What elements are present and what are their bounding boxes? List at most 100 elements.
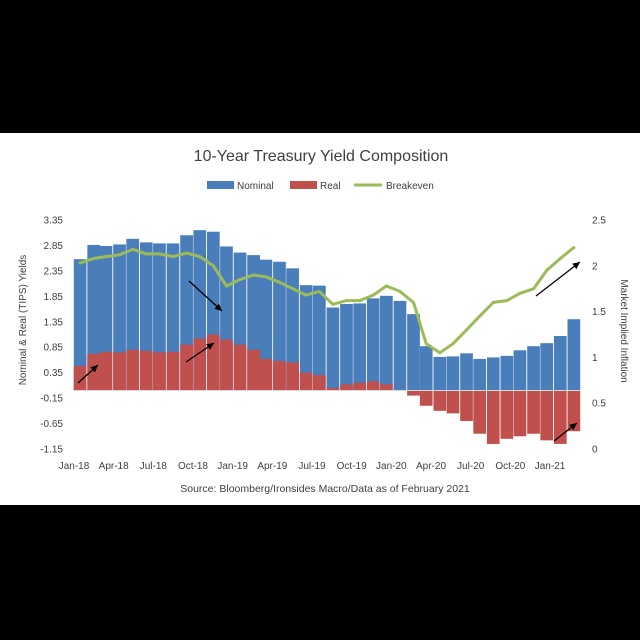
breakeven-line	[79, 246, 575, 355]
nominal-bar	[486, 357, 500, 391]
arrow-head	[572, 262, 580, 270]
breakeven-point	[118, 253, 122, 257]
nominal-bar	[286, 268, 299, 391]
real-bar	[286, 362, 299, 391]
real-bar	[153, 352, 166, 391]
y-tick-label: 3.35	[44, 216, 64, 227]
real-bar	[247, 349, 260, 391]
y-tick-label: -0.15	[40, 394, 63, 405]
breakeven-point	[331, 302, 335, 306]
real-bar	[553, 390, 567, 444]
real-bar	[99, 351, 113, 391]
chart-panel: 10-Year Treasury Yield Composition Nomin…	[0, 133, 640, 505]
nominal-bar	[259, 259, 273, 391]
breakeven-point	[198, 255, 202, 259]
x-tick-label: Jan-19	[217, 461, 248, 472]
chart-title: 10-Year Treasury Yield Composition	[194, 148, 449, 165]
arrow-head	[90, 365, 98, 373]
arrow-icon	[535, 261, 581, 297]
breakeven-point	[238, 278, 242, 282]
real-bar	[312, 375, 326, 391]
x-tick-label: Apr-19	[257, 461, 287, 472]
nominal-bar	[446, 356, 460, 391]
real-bar	[433, 390, 447, 411]
nominal-bar	[299, 285, 313, 391]
y-axis-left: 3.35 2.85 2.35 1.85 1.35 0.85 0.35 -0.15 -0.65 -1…	[40, 216, 63, 456]
x-tick-label: Apr-20	[416, 461, 446, 472]
annotation-arrows	[77, 261, 581, 442]
real-bar	[126, 349, 140, 391]
y-tick-label: 2.35	[44, 266, 64, 277]
nominal-bar	[312, 285, 326, 391]
y-tick-label: -0.65	[40, 419, 63, 430]
nominal-bar	[380, 295, 393, 391]
y2-tick-label: 2	[592, 261, 598, 272]
x-tick-label: Jan-21	[535, 461, 566, 472]
real-bar	[380, 384, 393, 391]
real-bar	[500, 390, 514, 439]
breakeven-point	[264, 275, 268, 279]
breakeven-point	[558, 256, 562, 260]
breakeven-point	[572, 245, 576, 249]
breakeven-point	[398, 289, 402, 293]
legend-label-nominal: Nominal	[237, 181, 274, 192]
real-bar	[113, 352, 126, 391]
breakeven-point	[78, 261, 82, 265]
nominal-bar	[513, 350, 527, 391]
breakeven-point	[424, 342, 428, 346]
y-axis-left-label: Nominal & Real (TIPS) Yields	[18, 255, 29, 386]
nominal-bar	[340, 303, 353, 391]
real-bar	[193, 338, 207, 391]
nominal-bar	[393, 300, 407, 391]
nominal-bar	[527, 346, 540, 391]
breakeven-point	[185, 251, 189, 255]
breakeven-point	[478, 314, 482, 318]
real-bars	[73, 334, 581, 444]
breakeven-point	[518, 291, 522, 295]
real-bar	[419, 390, 433, 406]
nominal-bar	[366, 298, 380, 391]
real-bar	[340, 384, 353, 391]
x-axis: Jan-18 Apr-18 Jul-18 Oct-18 Jan-19 Apr-19 Jul-…	[59, 461, 566, 472]
real-bar	[460, 390, 473, 422]
x-tick-label: Oct-18	[178, 461, 208, 472]
nominal-bar	[407, 314, 420, 391]
real-bar	[139, 350, 153, 391]
y-axis-right-label: Market Implied Inflation	[618, 279, 629, 382]
arrow-shaft	[535, 261, 581, 297]
arrow-head	[206, 343, 214, 350]
breakeven-point	[384, 284, 388, 288]
breakeven-point	[317, 289, 321, 293]
breakeven-points	[78, 245, 576, 355]
breakeven-point	[505, 299, 509, 303]
y2-tick-label: 1	[592, 353, 598, 364]
real-bar	[567, 390, 581, 432]
yield-composition-chart: 10-Year Treasury Yield Composition Nomin…	[18, 148, 629, 495]
nominal-bar	[419, 346, 433, 391]
breakeven-point	[545, 268, 549, 272]
breakeven-point	[532, 287, 536, 291]
y-tick-label: 0.35	[44, 368, 64, 379]
y2-tick-label: 1.5	[592, 307, 606, 318]
real-bar	[407, 390, 420, 396]
legend-swatch-nominal	[207, 181, 234, 189]
real-bar	[73, 366, 87, 391]
real-bar	[366, 381, 380, 391]
real-bar	[166, 351, 180, 391]
arrow-icon	[188, 280, 223, 312]
real-bar	[180, 344, 193, 391]
real-bar	[87, 353, 101, 391]
x-tick-label: Jul-18	[140, 461, 168, 472]
breakeven-point	[344, 299, 348, 303]
breakeven-point	[104, 255, 108, 259]
arrow-icon	[553, 422, 578, 442]
breakeven-point	[277, 280, 281, 284]
real-bar	[540, 390, 554, 441]
breakeven-point	[224, 284, 228, 288]
real-bar	[353, 382, 366, 391]
real-bar	[446, 390, 460, 414]
x-tick-label: Jul-20	[457, 461, 485, 472]
breakeven-point	[171, 255, 175, 259]
x-tick-label: Oct-20	[495, 461, 525, 472]
nominal-bar	[473, 358, 487, 391]
